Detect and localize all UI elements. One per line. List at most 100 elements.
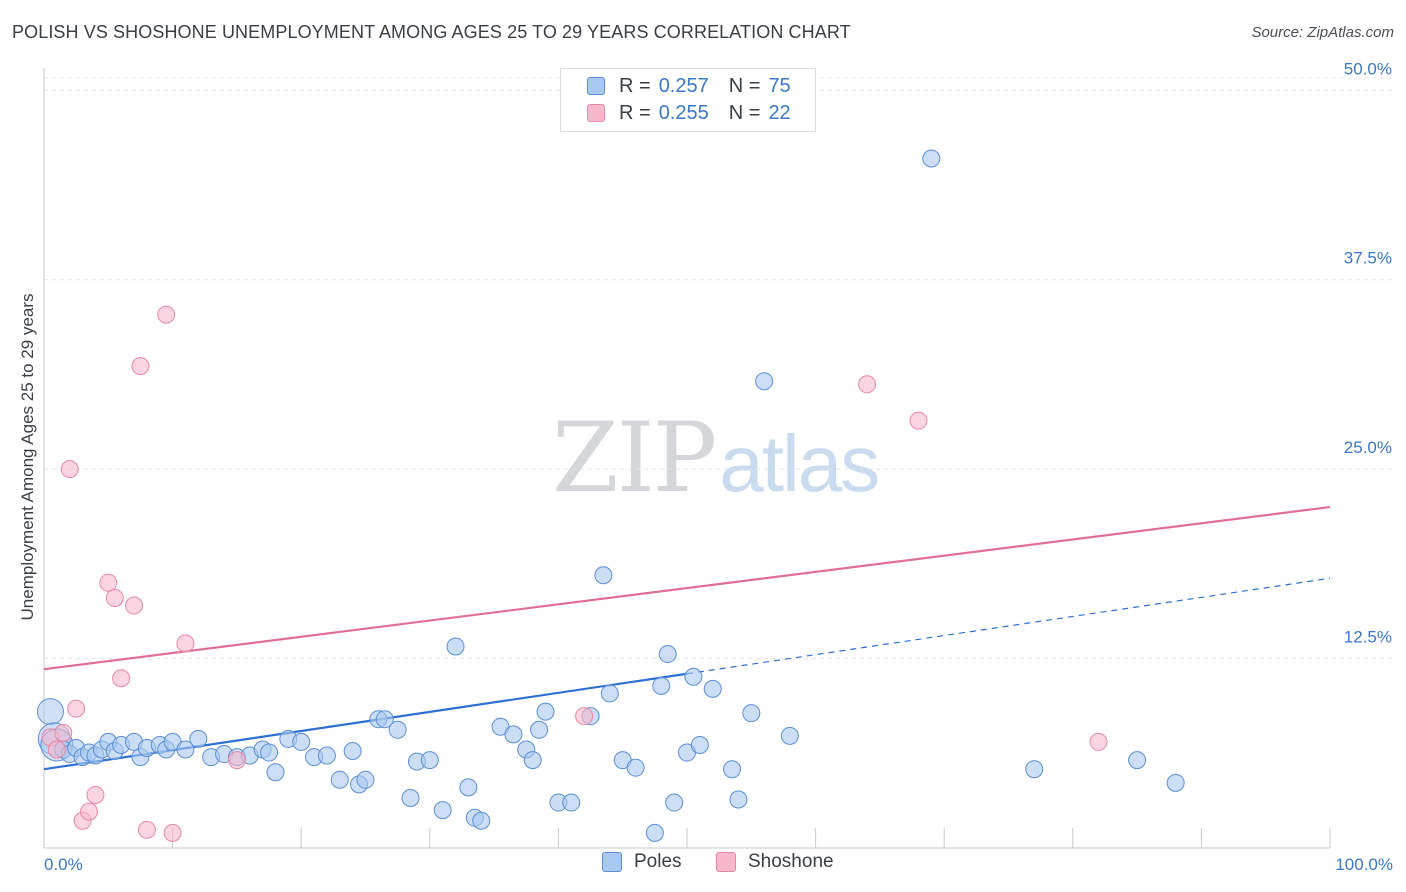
axes — [43, 68, 1331, 849]
shoshone-point[interactable] — [163, 823, 182, 842]
shoshone-point[interactable] — [105, 588, 124, 607]
poles-n-label: N = — [728, 74, 761, 97]
poles-point[interactable] — [1128, 751, 1147, 770]
poles-point[interactable] — [562, 793, 581, 812]
poles-point[interactable] — [343, 742, 362, 761]
watermark: ZIPatlas — [552, 402, 880, 514]
source-credit: Source: ZipAtlas.com — [1251, 24, 1394, 41]
poles-point[interactable] — [729, 790, 748, 809]
poles-point[interactable] — [330, 770, 349, 789]
poles-point[interactable] — [176, 740, 195, 759]
legend-item-poles[interactable]: Poles — [602, 851, 682, 873]
shoshone-point[interactable] — [157, 305, 176, 324]
poles-point[interactable] — [742, 704, 761, 723]
shoshone-trend-line — [43, 505, 1331, 671]
shoshone-swatch — [587, 104, 605, 122]
shoshone-point[interactable] — [47, 740, 66, 759]
poles-point[interactable] — [780, 726, 799, 745]
shoshone-point[interactable] — [86, 785, 105, 804]
watermark-atlas: atlas — [719, 419, 880, 508]
legend-item-shoshone[interactable]: Shoshone — [716, 851, 834, 873]
poles-point[interactable] — [459, 778, 478, 797]
poles-point[interactable] — [690, 735, 709, 754]
poles-point[interactable] — [658, 645, 677, 664]
poles-point[interactable] — [530, 720, 549, 739]
shoshone-point[interactable] — [112, 669, 131, 688]
poles-point[interactable] — [420, 751, 439, 770]
y-tick-label: 37.5% — [1344, 249, 1392, 268]
shoshone-point[interactable] — [909, 411, 928, 430]
poles-point[interactable] — [189, 729, 208, 748]
poles-point[interactable] — [594, 566, 613, 585]
poles-point[interactable] — [723, 760, 742, 779]
poles-swatch — [587, 77, 605, 95]
poles-point[interactable] — [356, 770, 375, 789]
poles-point[interactable] — [536, 702, 555, 721]
chart-title: POLISH VS SHOSHONE UNEMPLOYMENT AMONG AG… — [12, 22, 851, 42]
poles-point[interactable] — [292, 732, 311, 751]
poles-point[interactable] — [626, 758, 645, 777]
y-tick-label: 25.0% — [1344, 438, 1392, 457]
x-tick-label-min: 0.0% — [44, 855, 83, 874]
shoshone-r-label: R = — [619, 101, 651, 124]
shoshone-point[interactable] — [575, 707, 594, 726]
poles-point[interactable] — [36, 698, 64, 726]
poles-point[interactable] — [472, 811, 491, 830]
y-tick-label: 12.5% — [1344, 628, 1392, 647]
poles-point[interactable] — [375, 710, 394, 729]
poles-point[interactable] — [388, 720, 407, 739]
shoshone-point[interactable] — [80, 802, 99, 821]
shoshone-point[interactable] — [1089, 732, 1108, 751]
x-tick-label-max: 100.0% — [1335, 855, 1393, 874]
poles-point[interactable] — [652, 676, 671, 695]
poles-point[interactable] — [600, 684, 619, 703]
shoshone-point[interactable] — [125, 596, 144, 615]
poles-point[interactable] — [1166, 773, 1185, 792]
shoshone-point[interactable] — [67, 699, 86, 718]
correlation-legend: R = 0.257 N = 75 R = 0.255 N = 22 — [560, 68, 816, 132]
shoshone-point[interactable] — [227, 751, 246, 770]
poles-point[interactable] — [504, 725, 523, 744]
shoshone-point[interactable] — [131, 357, 150, 376]
poles-point[interactable] — [523, 751, 542, 770]
shoshone-r-value: 0.255 — [658, 101, 709, 124]
poles-point[interactable] — [684, 667, 703, 686]
poles-point[interactable] — [433, 801, 452, 820]
poles-point[interactable] — [317, 746, 336, 765]
shoshone-point[interactable] — [54, 723, 73, 742]
poles-trend-extension — [686, 577, 1331, 675]
watermark-zip: ZIP — [552, 402, 717, 514]
poles-point[interactable] — [703, 679, 722, 698]
poles-point[interactable] — [1025, 760, 1044, 779]
legend-row-poles: R = 0.257 N = 75 — [587, 73, 791, 99]
poles-point[interactable] — [665, 793, 684, 812]
shoshone-legend-label: Shoshone — [748, 851, 834, 872]
series-legend: Poles Shoshone — [0, 851, 1406, 877]
poles-point[interactable] — [401, 788, 420, 807]
shoshone-point[interactable] — [99, 573, 118, 592]
poles-point[interactable] — [645, 823, 664, 842]
shoshone-point[interactable] — [60, 460, 79, 479]
tick-labels: 12.5% 25.0% 37.5% 50.0% 0.0% 100.0% — [44, 59, 1393, 874]
y-tick-label: 50.0% — [1344, 59, 1392, 78]
shoshone-legend-swatch — [716, 852, 736, 872]
poles-n-value: 75 — [768, 74, 791, 97]
poles-point[interactable] — [446, 637, 465, 656]
poles-point[interactable] — [922, 149, 941, 168]
shoshone-n-value: 22 — [768, 101, 791, 124]
legend-row-shoshone: R = 0.255 N = 22 — [587, 100, 791, 126]
shoshone-point[interactable] — [176, 634, 195, 653]
shoshone-n-label: N = — [728, 101, 761, 124]
poles-r-value: 0.257 — [658, 74, 709, 97]
shoshone-point[interactable] — [858, 375, 877, 394]
shoshone-point[interactable] — [137, 820, 156, 839]
trend-lines — [43, 505, 1331, 771]
poles-point[interactable] — [266, 763, 285, 782]
poles-r-label: R = — [619, 74, 651, 97]
poles-point[interactable] — [755, 372, 774, 391]
poles-point[interactable] — [260, 743, 279, 762]
poles-legend-swatch — [602, 852, 622, 872]
gridlines — [44, 77, 1392, 660]
poles-legend-label: Poles — [634, 851, 682, 872]
